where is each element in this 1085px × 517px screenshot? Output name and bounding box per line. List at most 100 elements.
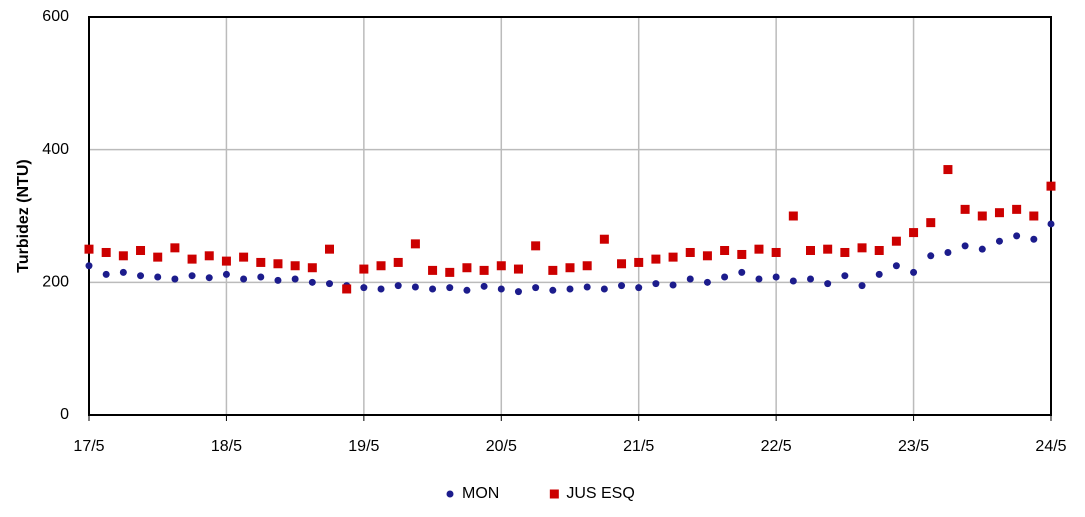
point <box>720 245 730 255</box>
point <box>686 275 694 283</box>
point <box>617 259 627 269</box>
point <box>429 285 437 293</box>
x-tick-label: 17/5 <box>73 438 104 455</box>
point <box>857 243 867 253</box>
point <box>874 245 884 255</box>
point <box>496 261 506 271</box>
point <box>961 242 969 250</box>
point <box>737 249 747 259</box>
point <box>240 275 248 283</box>
point <box>118 251 128 261</box>
point <box>823 244 833 254</box>
point <box>291 275 299 283</box>
point <box>1012 204 1022 214</box>
point <box>789 277 797 285</box>
point <box>446 284 454 292</box>
point <box>274 276 282 284</box>
point <box>221 256 231 266</box>
point <box>85 262 93 270</box>
point <box>995 237 1003 245</box>
point <box>978 245 986 253</box>
point <box>685 247 695 257</box>
point <box>171 275 179 283</box>
point <box>377 285 385 293</box>
point <box>497 285 505 293</box>
point <box>102 270 110 278</box>
point <box>308 278 316 286</box>
point <box>600 285 608 293</box>
point <box>824 280 832 288</box>
point <box>360 284 368 292</box>
point <box>702 251 712 261</box>
point <box>170 243 180 253</box>
x-tick-label: 18/5 <box>211 438 242 455</box>
point <box>428 265 438 275</box>
point <box>807 275 814 283</box>
point <box>513 264 523 274</box>
point <box>669 281 677 289</box>
point <box>514 288 522 296</box>
point <box>532 284 540 292</box>
point <box>754 244 764 254</box>
point <box>944 248 952 256</box>
point <box>480 282 488 290</box>
point <box>582 261 592 271</box>
point <box>566 285 574 293</box>
point <box>307 263 317 273</box>
point <box>393 257 403 267</box>
point <box>652 280 660 288</box>
point <box>1047 220 1055 228</box>
point <box>187 254 197 264</box>
point <box>788 211 798 221</box>
x-tick-label: 21/5 <box>623 438 654 455</box>
point <box>618 282 626 290</box>
point <box>583 283 591 291</box>
point <box>119 268 127 276</box>
point <box>841 272 849 280</box>
point <box>290 261 300 271</box>
point <box>651 254 661 264</box>
point <box>1029 211 1039 221</box>
legend-label: MON <box>462 485 499 502</box>
point <box>994 208 1004 218</box>
point <box>463 286 471 294</box>
x-tick-label: 20/5 <box>486 438 517 455</box>
point <box>411 283 419 291</box>
point <box>755 275 763 283</box>
point <box>548 265 558 275</box>
y-tick-label: 200 <box>42 274 69 291</box>
point <box>188 272 196 280</box>
point <box>1030 235 1038 243</box>
x-tick-label: 23/5 <box>898 438 929 455</box>
point <box>325 244 334 254</box>
point <box>462 263 472 273</box>
x-tick-label: 19/5 <box>348 438 379 455</box>
point <box>891 236 901 246</box>
point <box>359 264 369 274</box>
legend-label: JUS ESQ <box>566 485 634 502</box>
point <box>531 241 541 251</box>
point <box>222 270 230 278</box>
point <box>479 265 489 275</box>
point <box>154 273 162 281</box>
point <box>806 245 815 255</box>
y-tick-label: 600 <box>42 8 69 25</box>
point <box>101 247 111 257</box>
point <box>960 204 970 214</box>
point <box>926 218 936 228</box>
point <box>703 278 711 286</box>
point <box>892 262 900 270</box>
y-axis-label: Turbidez (NTU) <box>15 159 32 272</box>
point <box>927 252 935 260</box>
point <box>257 273 265 281</box>
point <box>136 245 146 255</box>
plot-frame <box>88 16 1052 416</box>
point <box>410 239 420 249</box>
point <box>137 272 145 280</box>
point <box>1013 232 1021 240</box>
point <box>634 257 644 267</box>
point <box>239 252 249 262</box>
y-tick-label: 0 <box>60 406 69 423</box>
point <box>771 247 781 257</box>
